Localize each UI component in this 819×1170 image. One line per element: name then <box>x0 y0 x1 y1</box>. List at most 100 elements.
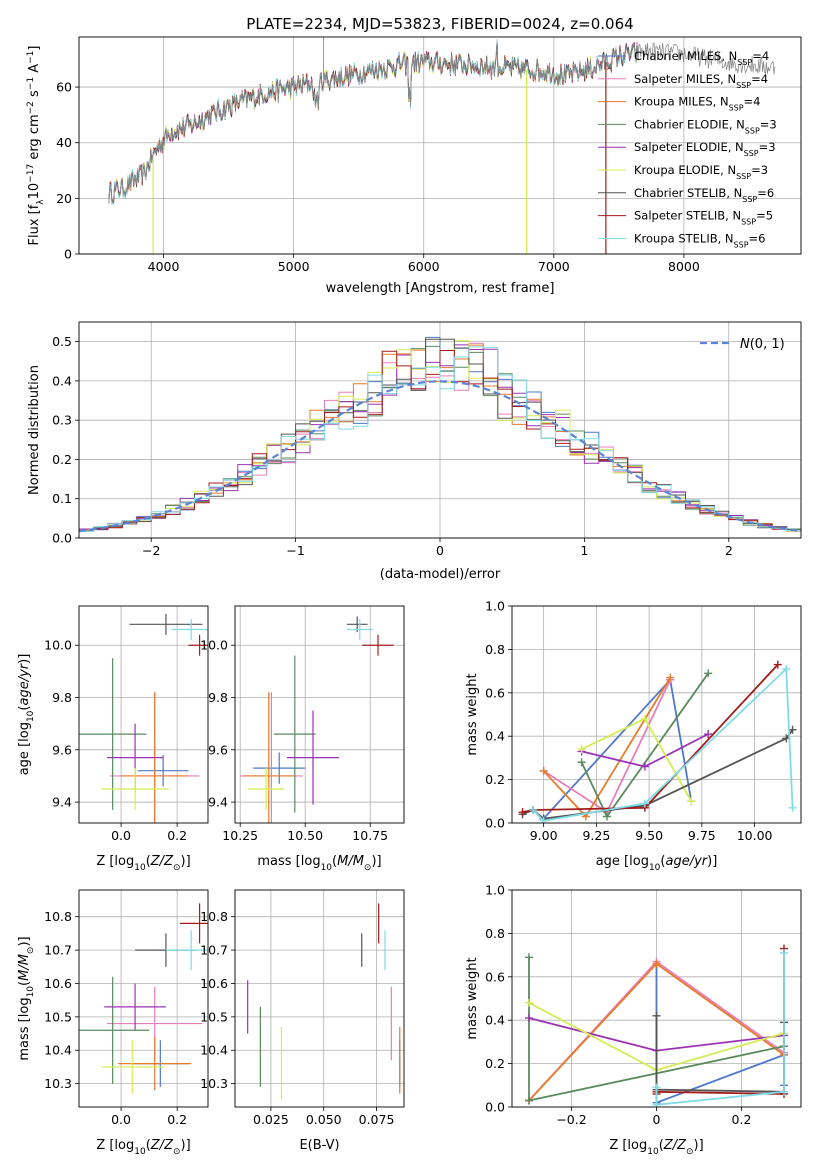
weight-line <box>542 677 693 820</box>
legend-entry: Kroupa ELODIE, NSSP=3 <box>634 163 768 181</box>
plot-area <box>525 944 788 1107</box>
chart-residuals: −2 −1 0 1 2 0.0 0.1 0.2 0.3 0.4 0.5 (data-model)/er… <box>27 321 802 582</box>
weight-marker <box>704 730 713 739</box>
gridlines <box>235 890 404 1107</box>
y-tick-label: 40 <box>56 135 72 150</box>
y-tick-label: 10.7 <box>200 943 228 958</box>
y-tick-label: 10.7 <box>44 943 72 958</box>
axes-frame <box>78 605 209 824</box>
weight-marker <box>577 758 586 767</box>
y-tick-label: 10.8 <box>44 909 72 924</box>
normal-curve <box>79 380 801 533</box>
weight-marker <box>640 799 649 808</box>
y-tick-label: 10.4 <box>200 1043 228 1058</box>
weight-marker <box>539 816 548 823</box>
x-tick-label: 8000 <box>668 259 700 274</box>
legend: N(0, 1) <box>700 337 785 352</box>
weight-line <box>522 663 779 813</box>
y-tick-label: 0.3 <box>52 413 72 428</box>
errorbar-point <box>362 634 394 656</box>
y-axis-label: mass [log10(M/M⊙)] <box>17 936 36 1060</box>
errorbar-point <box>179 903 208 944</box>
weight-line <box>655 1015 785 1093</box>
x-tick-label: 9.25 <box>582 828 610 843</box>
errorbar-point <box>171 619 208 640</box>
chart-age_vs_Z: 0.0 0.2 9.4 9.6 9.8 10.0 Z [log10(Z/Z⊙)] age [l… <box>17 605 209 873</box>
weight-marker <box>652 1011 661 1020</box>
y-tick-label: 0.1 <box>52 491 72 506</box>
x-tick-label: 5000 <box>278 259 310 274</box>
errorbar-point <box>129 613 203 635</box>
weight-marker <box>525 1096 533 1105</box>
gridlines <box>79 890 208 1107</box>
errorbar-point <box>101 768 169 810</box>
y-tick-label: 0.4 <box>485 1013 505 1028</box>
y-tick-label: 0.0 <box>52 531 72 546</box>
weight-marker <box>539 766 548 775</box>
x-tick-label: 10.25 <box>222 828 258 843</box>
chart-weight_vs_age: 9.00 9.25 9.50 9.75 10.00 0.0 0.2 0.4 0.6 0.8 1.0 a… <box>465 599 802 873</box>
weight-marker <box>687 797 696 806</box>
y-tick-label: 10.3 <box>44 1076 72 1091</box>
x-tick-label: 7000 <box>538 259 570 274</box>
axes-frame <box>234 605 405 824</box>
y-tick-label: 0.6 <box>485 685 505 700</box>
errorbar-point <box>253 752 306 784</box>
errorbar-point <box>101 1040 164 1094</box>
y-tick-label: 1.0 <box>485 599 505 614</box>
legend-entry: Salpeter STELIB, NSSP=5 <box>634 209 773 227</box>
x-tick-label: −2 <box>142 543 160 558</box>
weight-marker <box>640 762 649 771</box>
y-tick-label: 60 <box>56 80 72 95</box>
errorbar-point <box>79 658 147 810</box>
weight-marker <box>780 1087 788 1096</box>
chart-age_vs_mass: 10.25 10.50 10.75 9.4 9.6 9.8 10.0 mass [log10(… <box>200 605 405 873</box>
y-tick-label: 0.2 <box>52 452 72 467</box>
x-tick-label: 0.025 <box>253 1112 289 1127</box>
y-tick-label: 0.0 <box>485 1100 505 1115</box>
errorbar-point <box>104 983 166 1031</box>
weight-marker <box>652 1083 661 1092</box>
legend-entry: N(0, 1) <box>740 337 785 352</box>
x-axis-label: E(B-V) <box>299 1138 339 1153</box>
x-axis-label: (data-model)/error <box>380 567 501 582</box>
y-tick-label: 0.8 <box>485 926 505 941</box>
y-tick-label: 10.6 <box>44 976 72 991</box>
y-tick-label: 9.8 <box>52 690 72 705</box>
x-tick-label: 0.075 <box>359 1112 395 1127</box>
weight-marker <box>518 808 527 817</box>
legend-entry: Chabrier ELODIE, NSSP=3 <box>634 117 777 135</box>
x-axis-label: mass [log10(M/M⊙)] <box>257 854 381 873</box>
x-tick-label: 0.2 <box>167 828 187 843</box>
errorbar-point <box>79 976 150 1084</box>
x-axis-label: Z [log10(Z/Z⊙)] <box>609 1138 703 1157</box>
plot-area <box>247 903 401 1101</box>
weight-marker <box>652 1100 661 1107</box>
y-axis-label: mass weight <box>465 673 480 755</box>
weight-line <box>542 677 671 818</box>
y-tick-label: 10.5 <box>200 1009 228 1024</box>
observed-spectrum-line <box>108 42 776 202</box>
x-tick-label: 0 <box>436 543 444 558</box>
weight-marker <box>782 664 791 673</box>
y-tick-label: 9.8 <box>208 690 228 705</box>
y-tick-label: 0.4 <box>52 373 72 388</box>
gridlines <box>79 606 208 823</box>
y-tick-label: 0.2 <box>485 1056 505 1071</box>
y-axis-label: Normed distribution <box>27 365 42 495</box>
y-tick-label: 20 <box>56 191 72 206</box>
legend-entry: Salpeter ELODIE, NSSP=3 <box>634 140 776 158</box>
legend-entry: Salpeter MILES, NSSP=4 <box>634 72 768 90</box>
weight-marker <box>525 953 533 962</box>
y-tick-label: 9.6 <box>52 742 72 757</box>
legend-entry: Chabrier STELIB, NSSP=6 <box>634 186 774 204</box>
legend-entry: Chabrier MILES, NSSP=4 <box>634 49 769 67</box>
legend: Chabrier MILES, NSSP=4 Salpeter MILES, NS… <box>598 49 777 249</box>
axes-frame <box>511 605 802 824</box>
x-tick-label: 10.00 <box>737 828 773 843</box>
x-tick-label: 0.2 <box>167 1112 187 1127</box>
plot-area <box>79 903 208 1094</box>
weight-line <box>655 963 785 1104</box>
weight-line <box>580 672 709 819</box>
